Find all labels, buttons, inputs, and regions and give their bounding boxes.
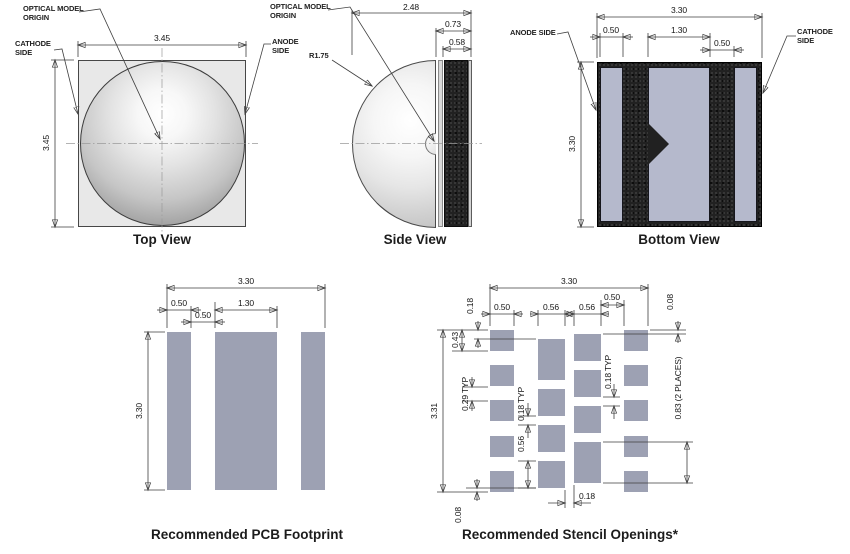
dim-stencil-col1: 0.50 <box>494 302 510 312</box>
bottom-view-cathode-pad <box>734 67 757 222</box>
stencil-opening <box>624 436 648 457</box>
dim-footprint-width: 3.30 <box>238 276 254 286</box>
stencil-opening <box>490 436 514 457</box>
dim-footprint-gap: 0.50 <box>195 310 211 320</box>
stencil-opening <box>624 471 648 492</box>
dim-stencil-opening-h: 0.43 <box>450 332 460 348</box>
dim-stencil-square: 0.56 <box>516 436 526 452</box>
dim-side-substrate: 0.58 <box>449 37 465 47</box>
dim-stencil-top-offset-right: 0.08 <box>665 294 675 310</box>
bottom-view-anode-label: ANODE SIDE <box>510 28 556 37</box>
stencil-dimensions <box>437 284 693 508</box>
side-view-title: Side View <box>383 232 447 247</box>
dim-side-total: 2.48 <box>403 1 419 12</box>
footprint-anode-pad <box>167 332 191 490</box>
dim-stencil-gap-right: 0.18 TYP <box>603 354 613 390</box>
dim-bottom-pad: 0.50 <box>603 25 619 35</box>
dim-stencil-col-gap: 0.50 <box>604 292 620 302</box>
stencil-opening <box>624 330 648 351</box>
dim-stencil-center-gap: 0.18 <box>579 491 595 501</box>
dim-top-height: 3.45 <box>41 135 51 151</box>
dim-stencil-tall: 0.83 (2 PLACES) <box>673 356 683 420</box>
stencil-opening <box>538 461 565 488</box>
stencil-opening <box>574 370 601 397</box>
stencil-opening <box>574 334 601 361</box>
stencil-opening <box>490 330 514 351</box>
stencil-title: Recommended Stencil Openings* <box>461 527 679 542</box>
dim-stencil-col3: 0.56 <box>579 302 595 312</box>
stencil-opening <box>624 365 648 386</box>
stencil-opening-tall <box>574 442 601 483</box>
side-view-dimensions <box>327 6 482 144</box>
dim-side-body: 0.73 <box>445 19 461 29</box>
dim-bottom-width: 3.30 <box>671 5 687 15</box>
side-view-optical-origin-label: OPTICAL MODEL ORIGIN <box>270 2 331 20</box>
dim-stencil-top-offset: 0.18 <box>465 298 475 314</box>
top-view-cathode-label: CATHODE SIDE <box>15 39 51 57</box>
dim-footprint-height: 3.30 <box>134 403 144 419</box>
dim-stencil-gap-left: 0.18 TYP <box>516 386 526 422</box>
top-view-dimensions <box>51 8 271 238</box>
footprint-center-pad <box>215 332 277 490</box>
dim-stencil-bottom-offset: 0.08 <box>453 507 463 523</box>
stencil-opening <box>490 471 514 492</box>
top-view-optical-origin-label: OPTICAL MODEL ORIGIN <box>23 4 84 22</box>
dim-footprint-center-pad: 1.30 <box>238 298 254 308</box>
stencil-opening <box>490 365 514 386</box>
bottom-view-anode-pad <box>600 67 623 222</box>
bottom-view-cathode-label: CATHODE SIDE <box>797 27 833 45</box>
stencil-opening <box>538 389 565 416</box>
dim-bottom-gap: 0.50 <box>714 38 730 48</box>
stencil-opening-tall <box>538 339 565 380</box>
dim-stencil-height: 3.31 <box>429 403 439 419</box>
footprint-title: Recommended PCB Footprint <box>150 527 344 542</box>
dim-footprint-pad: 0.50 <box>171 298 187 308</box>
footprint-dimensions <box>144 284 325 490</box>
dim-bottom-height: 3.30 <box>567 136 577 152</box>
dim-top-width: 3.45 <box>154 33 170 43</box>
dim-stencil-col2: 0.56 <box>543 302 559 312</box>
side-view-radius-label: R1.75 <box>309 51 329 60</box>
stencil-opening <box>538 425 565 452</box>
bottom-view-dimensions <box>556 13 796 227</box>
dim-stencil-width: 3.30 <box>561 276 577 286</box>
top-view-title: Top View <box>132 232 192 247</box>
dim-stencil-row-pitch: 0.29 TYP <box>460 376 470 412</box>
top-view-anode-label: ANODE SIDE <box>272 37 299 55</box>
dim-bottom-center-pad: 1.30 <box>671 25 687 35</box>
polarity-notch <box>648 123 669 165</box>
footprint-cathode-pad <box>301 332 325 490</box>
bottom-view-title: Bottom View <box>638 232 720 247</box>
stencil-opening <box>624 400 648 421</box>
stencil-opening <box>490 400 514 421</box>
stencil-opening <box>574 406 601 433</box>
